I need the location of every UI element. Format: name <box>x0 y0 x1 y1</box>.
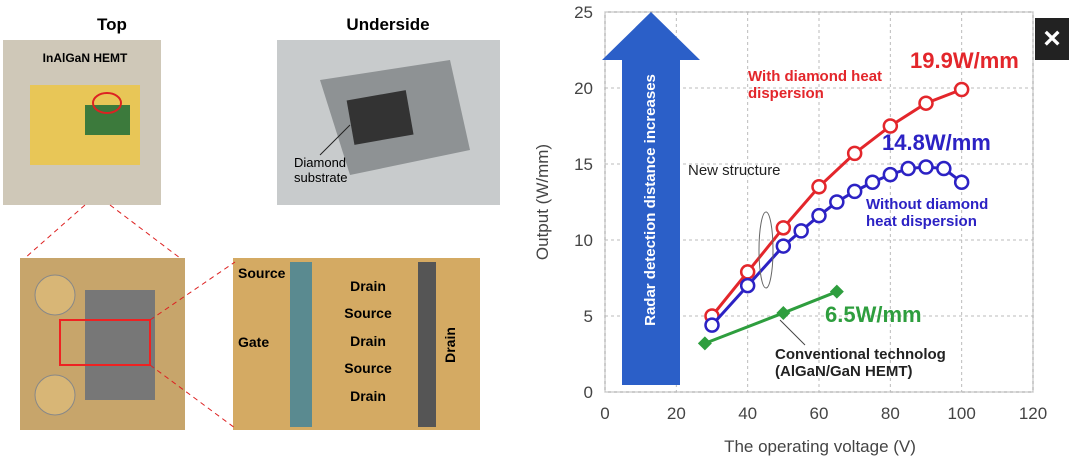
point <box>866 176 879 189</box>
electrode-label: Source <box>238 265 286 281</box>
point <box>830 196 843 209</box>
x-tick-label: 80 <box>881 404 900 423</box>
electrode-label: Drain <box>442 327 458 363</box>
electrode-label: Drain <box>350 388 386 404</box>
pad <box>35 375 75 415</box>
drain-bar <box>418 262 436 427</box>
gate-bar <box>290 262 312 427</box>
point <box>955 176 968 189</box>
electrode-label: Drain <box>350 278 386 294</box>
y-tick-label: 10 <box>574 231 593 250</box>
diamond-label: Diamond substrate <box>294 156 384 186</box>
top-title: Top <box>97 15 127 34</box>
point <box>955 83 968 96</box>
page: Top Underside InAlGaN HEMT Source Gate D… <box>0 0 1069 466</box>
x-tick-label: 120 <box>1019 404 1047 423</box>
point <box>848 147 861 160</box>
point <box>741 265 754 278</box>
x-tick-label: 60 <box>810 404 829 423</box>
point <box>902 162 915 175</box>
arrow-label: Radar detection distance increases <box>642 74 659 326</box>
x-axis-label: The operating voltage (V) <box>724 437 916 456</box>
pad <box>35 275 75 315</box>
annotation: 6.5W/mm <box>825 302 922 327</box>
y-tick-label: 25 <box>574 3 593 22</box>
canvas: Top Underside InAlGaN HEMT Source Gate D… <box>0 0 1069 466</box>
legend-entry: With diamond heat dispersion <box>748 68 898 103</box>
hemt-label: InAlGaN HEMT <box>43 51 128 65</box>
point <box>741 279 754 292</box>
electrode-label: Source <box>344 305 392 321</box>
x-tick-label: 100 <box>947 404 975 423</box>
point <box>848 185 861 198</box>
point <box>777 240 790 253</box>
point <box>813 209 826 222</box>
legend-entry: Without diamond heat dispersion <box>866 196 1016 231</box>
point <box>920 97 933 110</box>
close-button[interactable]: × <box>1043 22 1061 55</box>
y-tick-label: 20 <box>574 79 593 98</box>
y-tick-label: 15 <box>574 155 593 174</box>
y-axis-label: Output (W/mm) <box>533 144 552 260</box>
point <box>795 224 808 237</box>
point <box>777 221 790 234</box>
point <box>813 180 826 193</box>
annotation: New structure <box>688 162 788 179</box>
point <box>706 319 719 332</box>
legend-entry: Conventional technolog (AlGaN/GaN HEMT) <box>775 346 1000 381</box>
x-tick-label: 20 <box>667 404 686 423</box>
underside-title: Underside <box>346 15 429 34</box>
y-tick-label: 0 <box>584 383 593 402</box>
x-tick-label: 40 <box>738 404 757 423</box>
point <box>884 168 897 181</box>
x-tick-label: 0 <box>600 404 609 423</box>
annotation: 14.8W/mm <box>882 130 991 155</box>
annotation: 19.9W/mm <box>910 48 1019 73</box>
y-tick-label: 5 <box>584 307 593 326</box>
point <box>920 161 933 174</box>
electrode-label: Source <box>344 360 392 376</box>
electrode-label: Gate <box>238 334 269 350</box>
fingers <box>85 290 155 400</box>
chip <box>85 105 130 135</box>
electrode-label: Drain <box>350 333 386 349</box>
point <box>937 162 950 175</box>
